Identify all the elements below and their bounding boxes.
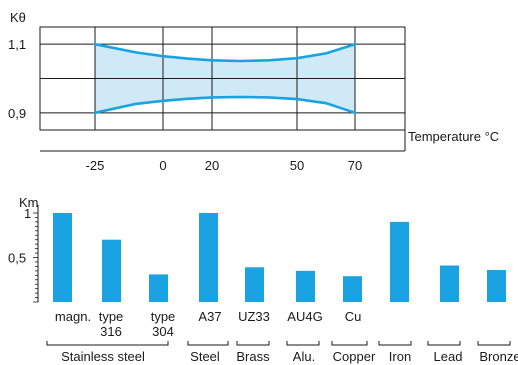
bar: [199, 213, 218, 302]
category-label: A37: [198, 309, 221, 324]
y-tick-label: 0,9: [8, 106, 26, 121]
group-label: Iron: [389, 349, 411, 364]
y-axis-title: Kθ: [10, 10, 26, 25]
group-label: Steel: [190, 349, 220, 364]
category-label: AU4G: [287, 309, 322, 324]
group-label: Brass: [236, 349, 270, 364]
bar: [53, 213, 72, 302]
group-bracket: [378, 341, 412, 346]
bar: [440, 265, 459, 302]
bar: [102, 239, 121, 302]
y-tick-label: 1: [24, 206, 31, 221]
bar: [245, 267, 264, 302]
x-tick-label: 70: [348, 158, 362, 173]
x-tick-label: 50: [290, 158, 304, 173]
bar: [487, 269, 506, 302]
bar: [149, 274, 168, 302]
y-tick-label: 0,5: [8, 251, 26, 266]
category-label: Cu: [345, 309, 362, 324]
group-bracket: [427, 341, 461, 346]
category-label: 304: [152, 324, 174, 339]
x-tick-label: 20: [205, 158, 219, 173]
x-axis-title: Temperature °C: [408, 129, 499, 144]
group-bracket: [46, 341, 169, 346]
group-label: Bronze: [479, 349, 518, 364]
y-tick-label: 1,1: [8, 37, 26, 52]
group-bracket: [477, 341, 511, 346]
category-label: UZ33: [238, 309, 270, 324]
group-bracket: [331, 341, 368, 346]
bar: [390, 221, 409, 302]
x-tick-label: 0: [159, 158, 166, 173]
group-bracket: [236, 341, 270, 346]
group-label: Alu.: [293, 349, 315, 364]
y-axis-title: Km: [19, 195, 39, 210]
group-bracket: [187, 341, 229, 346]
upper-limit-line: [93, 42, 357, 63]
group-label: Lead: [434, 349, 463, 364]
category-label: type: [151, 309, 176, 324]
lower-limit-line: [93, 95, 357, 115]
group-label: Stainless steel: [61, 349, 145, 364]
group-bracket: [286, 341, 320, 346]
category-label: type: [99, 309, 124, 324]
bar: [296, 270, 315, 302]
category-label: magn.: [55, 309, 91, 324]
x-tick-label: -25: [86, 158, 105, 173]
group-label: Copper: [333, 349, 376, 364]
category-label: 316: [100, 324, 122, 339]
bar: [343, 276, 362, 302]
